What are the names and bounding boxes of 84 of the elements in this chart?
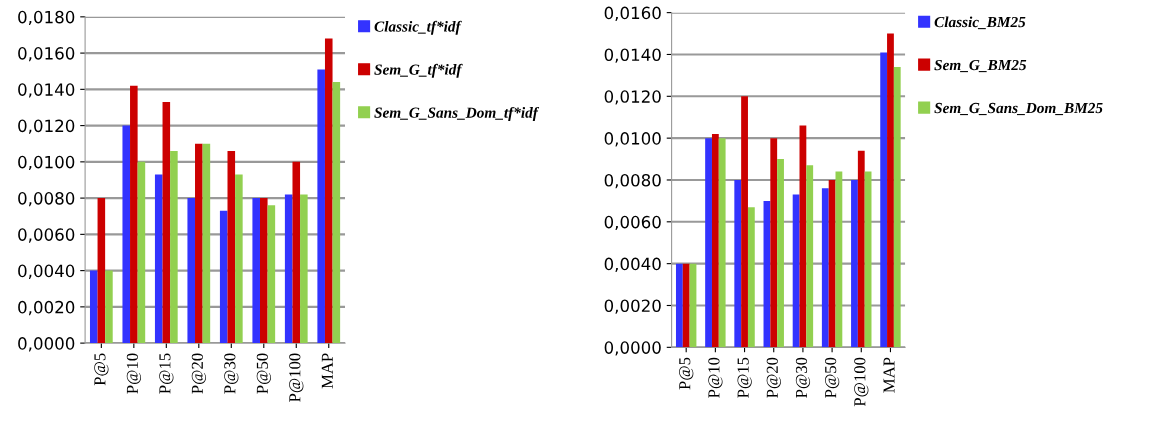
- bar: [777, 159, 784, 348]
- y-tick-label: 0,0020: [18, 300, 75, 316]
- y-tick-label: 0,0100: [604, 132, 661, 147]
- y-tick-label: 0,0040: [604, 257, 661, 272]
- legend-label: Sem_G_Sans_Dom_tf*idf: [374, 106, 540, 121]
- y-tick-label: 0,0020: [604, 299, 661, 314]
- y-tick-label: 0,0060: [18, 228, 75, 243]
- x-tick-label: MAP: [883, 357, 895, 393]
- bar: [235, 174, 243, 344]
- bar: [887, 33, 894, 348]
- y-tick-label: 0,0160: [604, 6, 661, 21]
- bar: [770, 138, 778, 348]
- bar: [219, 210, 228, 344]
- bar: [122, 125, 131, 344]
- bar: [170, 150, 178, 344]
- legend-label: Classic_tf*idf: [374, 20, 462, 35]
- x-tick-label: P@50: [825, 357, 840, 398]
- y-tick-label: 0,0140: [604, 48, 661, 63]
- bar: [292, 161, 301, 344]
- bar: [300, 194, 308, 344]
- y-tick-label: 0,0080: [18, 192, 75, 207]
- bar: [97, 198, 106, 344]
- bar: [332, 82, 341, 344]
- bar: [202, 143, 211, 344]
- bar: [718, 138, 726, 348]
- bar: [259, 198, 268, 344]
- bar: [792, 194, 800, 348]
- y-tick-label: 0,0060: [604, 215, 661, 231]
- bar: [187, 198, 196, 344]
- y-tick-label: 0,0120: [18, 119, 75, 134]
- x-tick-label: P@15: [737, 357, 752, 398]
- bar: [137, 161, 146, 344]
- x-tick-label: P@10: [708, 357, 723, 398]
- x-tick-label: MAP: [321, 353, 333, 389]
- bar: [154, 174, 163, 344]
- legend-label: Sem_G_BM25: [934, 59, 1027, 73]
- bar: [675, 263, 683, 348]
- y-tick-label: 0,0140: [18, 83, 75, 98]
- bar: [162, 102, 171, 344]
- bar: [130, 85, 138, 344]
- bar: [105, 270, 113, 344]
- y-tick-label: 0,0000: [604, 341, 661, 356]
- bar: [284, 194, 293, 344]
- bar: [317, 69, 325, 344]
- x-tick-label: P@100: [289, 353, 304, 402]
- bar: [89, 270, 98, 344]
- legend-label: Sem_G_Sans_Dom_BM25: [934, 102, 1103, 116]
- bar: [857, 150, 865, 348]
- y-tick-label: 0,0180: [18, 10, 75, 26]
- legend-label: Classic_BM25: [934, 16, 1026, 30]
- x-tick-label: P@5: [94, 353, 109, 386]
- bar: [705, 138, 712, 348]
- bar: [741, 96, 748, 348]
- legend-label: Sem_G_tf*idf: [374, 63, 463, 78]
- x-tick-label: P@30: [795, 357, 811, 398]
- bar: [734, 179, 742, 348]
- x-tick-label: P@5: [679, 357, 694, 390]
- bar: [893, 67, 901, 348]
- bar: [828, 179, 836, 348]
- x-tick-label: P@10: [126, 353, 142, 394]
- bar: [880, 52, 888, 348]
- x-tick-label: P@50: [256, 353, 271, 394]
- bar: [252, 198, 260, 344]
- bar: [711, 133, 719, 348]
- bar: [806, 165, 814, 348]
- x-tick-label: P@100: [854, 357, 869, 407]
- bar: [227, 150, 236, 344]
- bar: [682, 263, 690, 348]
- bar: [747, 207, 755, 348]
- bar: [195, 143, 203, 344]
- y-tick-label: 0,0000: [18, 337, 75, 352]
- x-tick-label: P@15: [159, 353, 174, 394]
- x-tick-label: P@30: [224, 353, 239, 394]
- y-tick-label: 0,0160: [18, 47, 75, 62]
- x-tick-label: P@20: [191, 353, 206, 394]
- bar: [267, 205, 276, 344]
- bar: [324, 38, 333, 344]
- bar: [821, 188, 829, 348]
- y-tick-label: 0,0120: [604, 90, 661, 105]
- bar: [851, 179, 858, 348]
- x-tick-label: P@20: [766, 357, 781, 398]
- y-tick-label: 0,0080: [604, 173, 661, 189]
- y-tick-label: 0,0040: [18, 264, 75, 279]
- y-tick-label: 0,0100: [18, 155, 75, 171]
